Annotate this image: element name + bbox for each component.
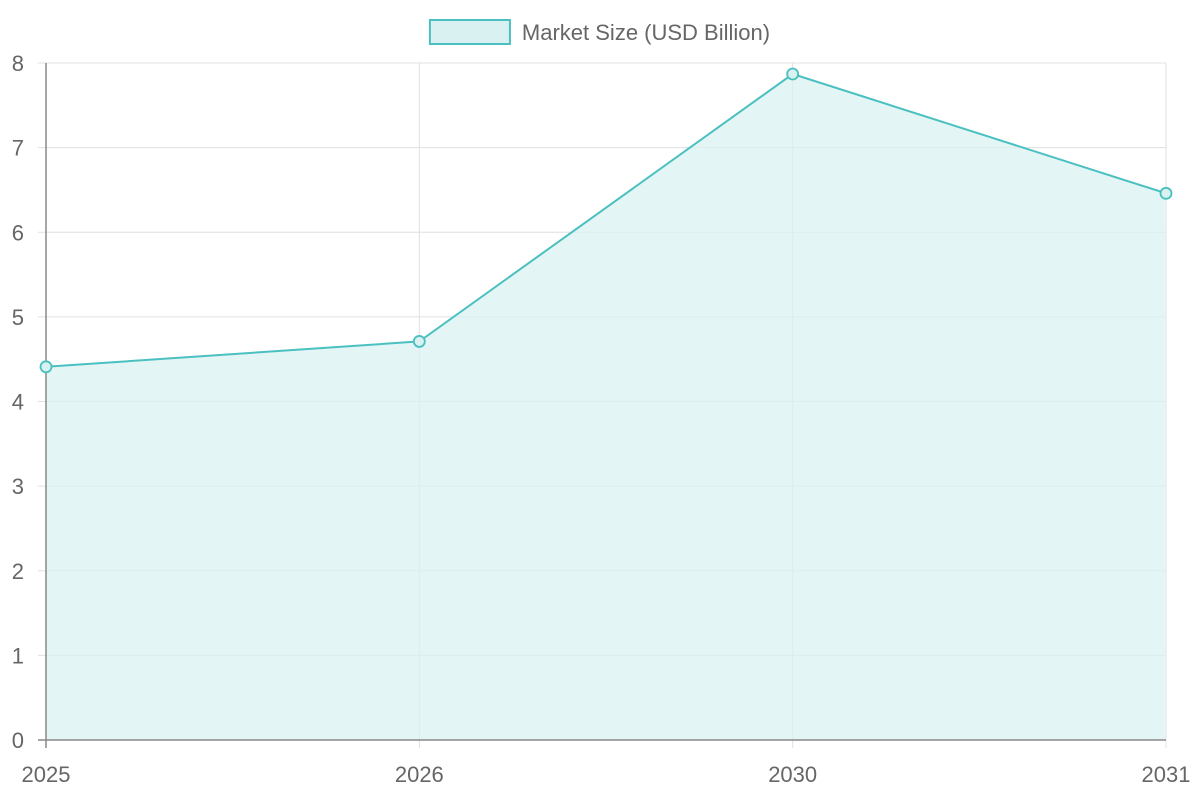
series-fill bbox=[46, 74, 1166, 741]
tick-labels: 0 1 2 3 4 5 6 7 8 2025 2026 2030 2031 bbox=[12, 51, 1191, 787]
y-tick-label: 8 bbox=[12, 51, 24, 76]
y-tick-label: 1 bbox=[12, 643, 24, 668]
y-tick-label: 2 bbox=[12, 559, 24, 584]
y-tick-label: 3 bbox=[12, 474, 24, 499]
data-point[interactable] bbox=[39, 360, 53, 374]
data-points bbox=[39, 67, 1173, 374]
data-point[interactable] bbox=[786, 67, 800, 81]
legend-swatch[interactable] bbox=[428, 19, 511, 45]
y-tick-label: 7 bbox=[12, 136, 24, 161]
data-point[interactable] bbox=[1159, 186, 1173, 200]
y-tick-label: 0 bbox=[12, 728, 24, 753]
series-area bbox=[45, 72, 1167, 741]
x-tick-label: 2031 bbox=[1142, 762, 1191, 787]
series-line bbox=[45, 72, 1167, 368]
legend-label[interactable]: Market Size (USD Billion) bbox=[522, 20, 770, 45]
x-tick-label: 2026 bbox=[395, 762, 444, 787]
y-tick-label: 4 bbox=[12, 390, 24, 415]
x-tick-label: 2025 bbox=[22, 762, 71, 787]
x-tick-label: 2030 bbox=[768, 762, 817, 787]
y-tick-label: 5 bbox=[12, 305, 24, 330]
y-tick-label: 6 bbox=[12, 220, 24, 245]
axes bbox=[38, 63, 1166, 748]
legend[interactable]: Market Size (USD Billion) bbox=[428, 19, 770, 45]
data-point[interactable] bbox=[412, 335, 426, 348]
